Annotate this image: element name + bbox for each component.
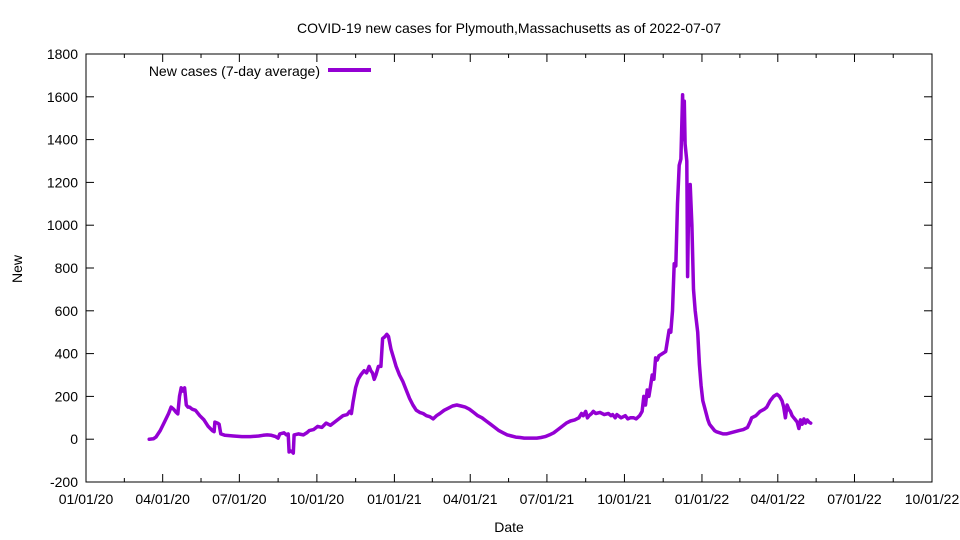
x-axis-label: Date [494, 519, 524, 535]
x-tick-label: 04/01/20 [135, 491, 190, 507]
y-tick-label: -200 [50, 474, 78, 490]
x-tick-label: 10/01/20 [290, 491, 345, 507]
y-tick-label: 800 [55, 260, 79, 276]
y-tick-label: 200 [55, 388, 79, 404]
y-tick-label: 1800 [47, 46, 78, 62]
tick-labels: -200 0 200 400 600 800 1000 1200 1400 1600 1800 01/… [47, 46, 960, 507]
x-tick-label: 07/01/20 [212, 491, 267, 507]
x-tick-label: 07/01/21 [520, 491, 575, 507]
x-tick-label: 04/01/21 [443, 491, 498, 507]
y-tick-label: 1000 [47, 217, 78, 233]
plot-border [85, 53, 933, 483]
y-tick-label: 600 [55, 303, 79, 319]
chart-title: COVID-19 new cases for Plymouth,Massachu… [297, 20, 721, 36]
y-tick-label: 400 [55, 346, 79, 362]
y-tick-label: 0 [70, 431, 78, 447]
legend: New cases (7-day average) [149, 63, 371, 79]
y-axis-label: New [9, 254, 25, 283]
x-tick-label: 10/01/22 [905, 491, 960, 507]
y-tick-label: 1200 [47, 174, 78, 190]
x-tick-label: 10/01/21 [597, 491, 652, 507]
x-tick-label: 07/01/22 [827, 491, 882, 507]
x-tick-label: 01/01/20 [59, 491, 114, 507]
series-line-0 [147, 92, 813, 455]
legend-label: New cases (7-day average) [149, 63, 320, 79]
y-tick-label: 1400 [47, 132, 78, 148]
series-layer [147, 92, 813, 455]
x-tick-label: 01/01/22 [675, 491, 730, 507]
x-tick-label: 04/01/22 [751, 491, 806, 507]
x-tick-label: 01/01/21 [367, 491, 422, 507]
y-tick-label: 1600 [47, 89, 78, 105]
